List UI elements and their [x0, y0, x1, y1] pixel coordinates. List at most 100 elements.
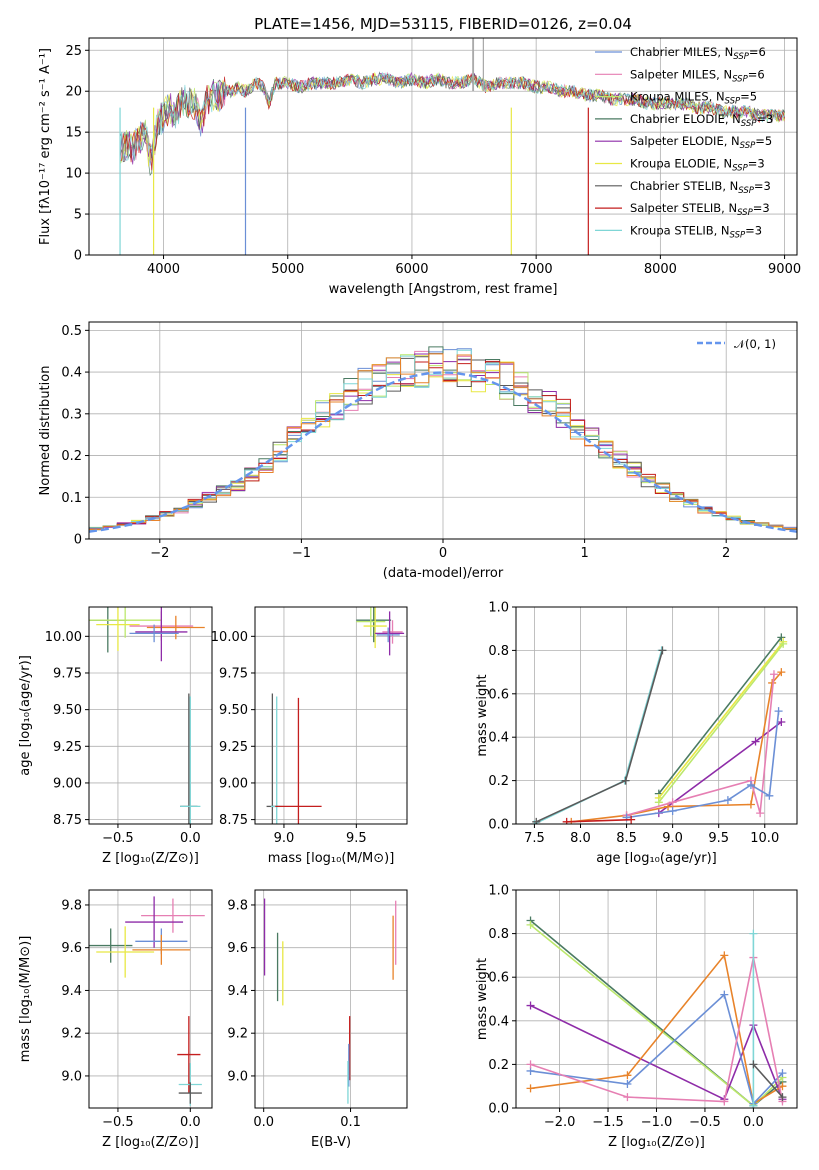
x-tick-label: 9.0: [662, 831, 683, 846]
x-axis-label: (data-model)/error: [383, 566, 504, 581]
y-tick-label: 0.2: [61, 449, 82, 464]
x-tick-label: −2.0: [544, 1115, 576, 1130]
spectrum-lines: [119, 38, 785, 255]
series-marker: [778, 1069, 787, 1078]
spectrum-line: [119, 71, 785, 177]
y-axis-label: mass weight: [475, 958, 490, 1040]
grid: [516, 606, 797, 825]
y-tick-label: 10.00: [45, 630, 82, 645]
x-axis-label: wavelength [Angstrom, rest frame]: [329, 282, 558, 297]
series-marker: [777, 718, 786, 727]
y-tick-label: 9.2: [61, 1027, 82, 1042]
series-marker: [668, 798, 677, 807]
emission-spike: [482, 38, 484, 92]
series-marker: [623, 1080, 632, 1089]
y-tick-label: 20: [65, 85, 82, 100]
series-marker: [751, 737, 760, 746]
series-marker: [623, 1093, 632, 1102]
series-path: [530, 1004, 784, 1101]
x-tick-label: 8.5: [616, 831, 637, 846]
grid: [255, 607, 407, 824]
x-tick-label: 8000: [644, 262, 677, 277]
grid: [255, 890, 407, 1108]
legend-label: 𝒩(0, 1): [734, 337, 776, 351]
series-line: [654, 639, 788, 807]
y-tick-label: 0.5: [61, 324, 82, 339]
x-tick-label: 0: [439, 546, 447, 561]
series-lines: [530, 633, 788, 824]
legend: 𝒩(0, 1): [697, 337, 776, 351]
x-axis-label: E(B-V): [311, 1135, 351, 1150]
series-path: [658, 641, 784, 799]
series-path: [658, 643, 784, 803]
errorbar-point: [375, 611, 405, 656]
series-path: [535, 650, 664, 823]
errorbar-point: [376, 627, 400, 643]
y-tick-label: 0.2: [488, 1058, 509, 1073]
x-tick-label: 9.0: [274, 831, 295, 846]
x-tick-label: 0.1: [340, 1115, 361, 1130]
chart-mass_vs_Z: −0.5 0.0 9.0 9.2 9.4 9.6 9.8 Z [log₁₀(Z/Z⊙)] mas…: [18, 889, 213, 1150]
errorbars: [266, 607, 405, 824]
y-axis-label: age [log₁₀(age/yr)]: [18, 655, 33, 776]
errorbar-point: [125, 896, 184, 948]
chart-residuals: −2 −1 0 1 2 0 0.1 0.2 0.3 0.4 0.5 (data-model)/erro…: [38, 321, 798, 581]
x-axis-label: mass [log₁₀(M/M⊙)]: [268, 851, 395, 866]
errorbar-point: [356, 607, 386, 637]
legend-label: Salpeter STELIB, NSSP=3: [630, 201, 770, 218]
errorbar-point: [96, 607, 140, 651]
legend-label: Chabrier MILES, NSSP=6: [630, 45, 766, 62]
x-axis-label: Z [log₁₀(Z/Z⊙)]: [102, 851, 199, 866]
series-marker: [526, 1001, 535, 1010]
axes-frame: [88, 889, 213, 1109]
y-tick-label: 10.00: [211, 630, 248, 645]
y-axis-label: mass [log₁₀(M/M⊙)]: [18, 936, 33, 1063]
y-tick-label: 15: [65, 126, 82, 141]
y-tick-label: 8.75: [53, 813, 82, 828]
x-tick-label: −0.5: [102, 831, 134, 846]
x-tick-label: 9000: [768, 262, 801, 277]
y-tick-label: 9.2: [227, 1027, 248, 1042]
chart-age_vs_Z: −0.5 0.0 8.75 9.00 9.25 9.50 9.75 10.00 Z [log₁₀…: [18, 606, 213, 866]
series-marker: [778, 1093, 787, 1102]
y-axis-label: Flux [fλ10⁻¹⁷ erg cm⁻² s⁻¹ A⁻¹]: [38, 48, 53, 245]
errorbar-point: [89, 607, 162, 638]
series-line: [654, 633, 786, 798]
series-marker: [777, 668, 786, 677]
series-marker: [765, 791, 774, 800]
y-tick-label: 0.0: [488, 818, 509, 833]
x-tick-label: −1.0: [641, 1115, 673, 1130]
x-tick-label: −0.5: [102, 1115, 134, 1130]
y-tick-label: 0.8: [488, 927, 509, 942]
y-tick-label: 9.6: [227, 941, 248, 956]
y-tick-label: 0.4: [488, 1014, 509, 1029]
series-marker: [720, 1097, 729, 1106]
series-line: [654, 637, 788, 802]
series-marker: [746, 780, 755, 789]
y-tick-label: 0.0: [488, 1102, 509, 1117]
errorbars: [89, 607, 205, 824]
x-tick-label: −1: [292, 546, 311, 561]
series-marker: [720, 990, 729, 999]
series-marker: [658, 646, 667, 655]
series-line: [654, 718, 786, 818]
series-path: [626, 711, 780, 819]
series-line: [749, 929, 758, 1108]
axes-frame: [88, 37, 798, 256]
x-axis-label: Z [log₁₀(Z/Z⊙)]: [102, 1135, 199, 1150]
y-tick-label: 9.00: [219, 776, 248, 791]
legend: Chabrier MILES, NSSP=6 Salpeter MILES, NS…: [595, 45, 773, 240]
x-tick-label: 9.5: [346, 831, 367, 846]
y-tick-label: 9.25: [219, 740, 248, 755]
series-marker: [526, 1084, 535, 1093]
y-tick-label: 0.2: [488, 774, 509, 789]
series-line: [526, 990, 787, 1108]
x-tick-label: 0.0: [180, 831, 201, 846]
y-tick-label: 0.8: [488, 644, 509, 659]
y-tick-label: 5: [74, 208, 82, 223]
emission-spike: [472, 38, 475, 92]
histograms: [89, 346, 797, 533]
chart-spectrum: 4000 5000 6000 7000 8000 9000 0 5 10 15 20 25 wavele…: [38, 15, 801, 297]
series-marker: [777, 633, 786, 642]
series-path: [658, 636, 782, 795]
